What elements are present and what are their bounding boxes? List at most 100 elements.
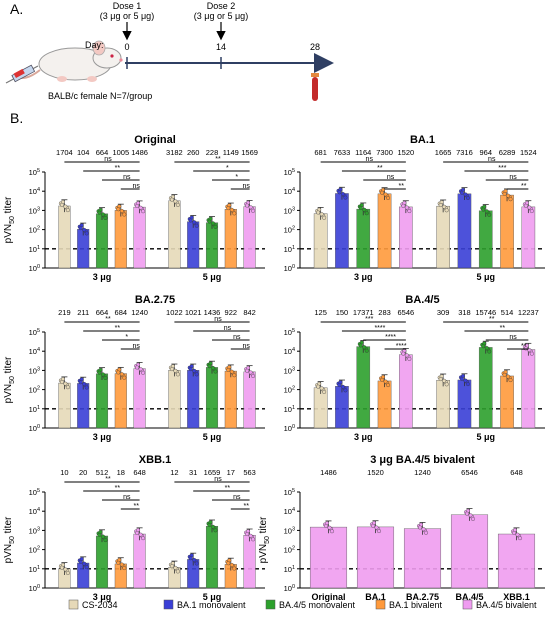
data-point [407, 356, 412, 361]
data-point [508, 378, 513, 383]
bar-value-label: 125 [314, 308, 327, 317]
data-point [330, 529, 334, 534]
mouse-icon [13, 40, 123, 82]
data-point [343, 388, 348, 393]
data-point [84, 565, 89, 570]
data-point [404, 205, 409, 210]
dose1-line1: Dose 1 [113, 1, 142, 11]
dose2-line1: Dose 2 [207, 1, 236, 11]
data-point [116, 560, 121, 565]
bar [95, 213, 109, 269]
legend-label: BA.1 monovalent [177, 600, 246, 610]
legend-swatch [68, 599, 79, 610]
data-point [523, 203, 528, 208]
bar [243, 534, 256, 589]
bar-value-label: 228 [206, 148, 219, 157]
data-point [175, 372, 180, 377]
data-point [421, 527, 426, 532]
y-tick-label: 101 [284, 565, 295, 574]
significance-label: ** [521, 183, 527, 190]
chart-panel: Original 100 101 102 103 104 105 pVN50 titer 170… [3, 134, 265, 282]
bar-value-label: 3182 [166, 148, 183, 157]
bar-value-label: 15746 [475, 308, 496, 317]
bar-value-label: 922 [225, 308, 238, 317]
bar-value-label: 10 [60, 468, 68, 477]
data-point [438, 203, 443, 208]
significance-label: ns [387, 174, 395, 181]
data-point [213, 224, 218, 229]
y-tick-label: 105 [29, 488, 40, 497]
data-point [226, 206, 231, 211]
y-tick-label: 104 [284, 187, 295, 196]
data-point [78, 380, 83, 385]
significance-label: ** [243, 503, 249, 510]
significance-label: ns [509, 334, 517, 341]
bar-value-label: 1520 [398, 148, 415, 157]
bar-value-label: 1164 [355, 148, 371, 157]
data-point [226, 367, 231, 372]
bar-value-label: 6546 [461, 468, 478, 477]
data-point [502, 372, 507, 377]
bar [77, 383, 90, 429]
y-tick-label: 100 [29, 264, 40, 273]
y-axis-label: pVN50 titer [3, 196, 16, 243]
bar-value-label: 31 [189, 468, 197, 477]
y-tick-label: 101 [284, 245, 295, 254]
bar [133, 368, 146, 429]
significance-label: ** [133, 503, 139, 510]
group-label: 5 μg [476, 272, 495, 282]
category-label: BA.2.75 [406, 592, 439, 602]
bar [313, 213, 328, 269]
bar [356, 346, 371, 429]
data-point [101, 372, 105, 377]
significance-label: ** [215, 156, 221, 163]
y-tick-label: 104 [29, 347, 40, 356]
y-tick-label: 101 [29, 405, 40, 414]
bar [497, 533, 536, 589]
bar [187, 370, 200, 429]
bar [356, 526, 395, 589]
y-tick-label: 102 [29, 386, 40, 395]
data-point [374, 525, 379, 530]
data-point [116, 370, 121, 375]
data-point [229, 369, 234, 374]
y-tick-label: 102 [29, 546, 40, 555]
data-point [192, 368, 197, 373]
data-point [459, 190, 464, 195]
data-point [518, 536, 522, 541]
bar [377, 193, 392, 269]
data-point [229, 207, 234, 212]
data-point [188, 367, 193, 372]
data-point [122, 212, 127, 217]
bar-value-label: 309 [437, 308, 450, 317]
significance-label: ** [225, 485, 231, 492]
chart-title: XBB.1 [139, 454, 171, 466]
legend-swatch [462, 599, 473, 610]
data-point [386, 196, 391, 200]
data-point [188, 218, 193, 223]
data-point [82, 227, 87, 232]
data-point [194, 223, 199, 228]
bar [478, 210, 493, 269]
data-point [364, 211, 369, 216]
significance-label: ns [132, 343, 140, 350]
bar [133, 533, 146, 589]
bar [243, 371, 256, 429]
data-point [465, 195, 470, 200]
significance-label: ** [115, 485, 121, 492]
y-tick-label: 102 [284, 386, 295, 395]
data-point [438, 377, 443, 382]
data-point [337, 190, 342, 195]
bar [335, 386, 349, 429]
timeline-panel: A. BALB/c female N=7/group Day: 0 14 28 Do… [5, 1, 334, 101]
group-label: 3 μg [93, 432, 112, 442]
data-point [103, 216, 108, 220]
data-point [207, 523, 212, 528]
significance-label: **** [374, 325, 385, 332]
bar-value-label: 1569 [241, 148, 258, 157]
y-tick-label: 101 [29, 245, 40, 254]
chart-panel: XBB.1 100 101 102 103 104 105 pVN50 titer 10 20 51… [3, 454, 265, 602]
significance-label: ** [398, 183, 404, 190]
significance-label: ** [115, 165, 121, 172]
significance-label: ** [489, 316, 495, 323]
